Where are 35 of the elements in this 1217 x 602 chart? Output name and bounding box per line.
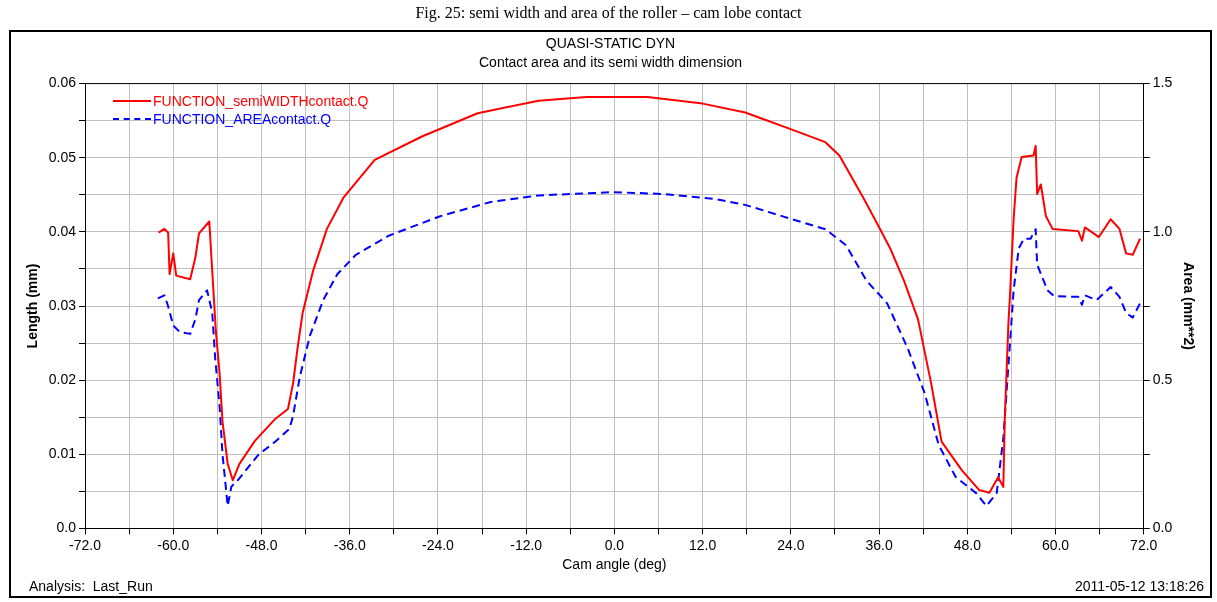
y2-axis-title: Area (mm**2) (1180, 262, 1197, 350)
x-tick-label: 24.0 (777, 536, 805, 553)
y-tick-label: 0.03 (48, 296, 77, 313)
line-series (156, 191, 1142, 507)
y-tick-label: 0.04 (48, 222, 77, 239)
x-tick-label: -24.0 (421, 536, 455, 553)
legend-label: FUNCTION_semiWIDTHcontact.Q (153, 92, 369, 109)
x-tick-label: -60.0 (157, 536, 190, 553)
y2-tick-label: 1.5 (1152, 74, 1173, 91)
y-tick-label: 0.02 (48, 370, 77, 387)
x-tick-label: 60.0 (1041, 536, 1070, 553)
y2-tick-label: 1.0 (1152, 222, 1173, 239)
x-tick-label: 36.0 (865, 536, 893, 553)
x-tick-label: 12.0 (688, 536, 717, 553)
caption: Fig. 25: semi width and area of the roller – cam lobe contact (414, 4, 803, 22)
x-tick-label: -72.0 (69, 536, 102, 553)
x-axis-title: Cam angle (deg) (562, 556, 667, 573)
legend-label: FUNCTION_AREAcontact.Q (153, 110, 332, 127)
x-tick-label: -12.0 (510, 536, 543, 553)
y-tick-label: 0.0 (56, 519, 77, 536)
x-tick-label: -36.0 (333, 536, 366, 553)
x-tick-label: 48.0 (953, 536, 982, 553)
y-tick-label: 0.05 (48, 148, 77, 165)
x-tick-label: 0.0 (604, 536, 625, 553)
chart-title: QUASI-STATIC DYN (545, 35, 676, 52)
y-axis-title: Length (mm) (24, 263, 41, 349)
y2-tick-label: 0.5 (1152, 370, 1173, 387)
x-tick-label: -48.0 (245, 536, 278, 553)
y-tick-label: 0.06 (48, 74, 77, 91)
x-tick-label: 72.0 (1130, 536, 1158, 553)
text: Analysis: Last_Run (29, 578, 153, 594)
text: 2011-05-12 13:18:26 (1075, 578, 1204, 594)
y-tick-label: 0.01 (48, 445, 77, 462)
y2-tick-label: 0.0 (1152, 519, 1173, 536)
chart-subtitle: Contact area and its semi width dimension (478, 54, 743, 71)
